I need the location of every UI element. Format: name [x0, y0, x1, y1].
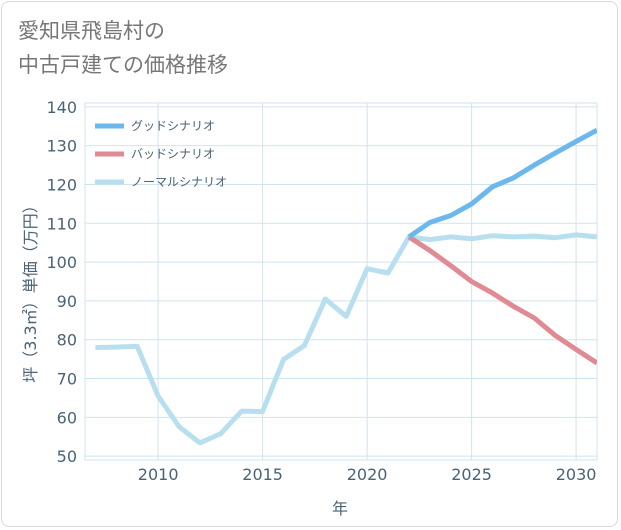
y-tick-label-80: 80	[57, 331, 77, 350]
x-tick-label-2015: 2015	[242, 465, 283, 484]
series-line-0	[407, 127, 597, 239]
y-tick-labels: 50 60 70 80 90 100 110 120 130 140	[46, 98, 77, 466]
y-tick-label-100: 100	[46, 253, 77, 272]
series-lines	[95, 127, 597, 446]
y-tick-label-120: 120	[46, 175, 77, 194]
legend-label-0: グッドシナリオ	[131, 119, 215, 133]
y-tick-label-140: 140	[46, 98, 77, 117]
x-axis-label: 年	[332, 499, 348, 518]
y-tick-label-60: 60	[57, 408, 77, 427]
title-line-2: 中古戸建ての価格推移	[18, 53, 228, 77]
y-tick-label-50: 50	[57, 447, 77, 466]
y-tick-label-90: 90	[57, 292, 77, 311]
x-tick-label-2025: 2025	[451, 465, 492, 484]
series-line-1	[407, 234, 597, 366]
page-title: 愛知県飛島村の 中古戸建ての価格推移	[18, 14, 228, 82]
y-axis-label: 坪（3.3㎡）単価（万円）	[21, 197, 40, 382]
x-tick-labels: 2010 2015 2020 2025 2030	[138, 465, 597, 484]
x-tick-label-2020: 2020	[347, 465, 388, 484]
title-line-1: 愛知県飛島村の	[18, 19, 165, 43]
y-tick-label-70: 70	[57, 370, 77, 389]
legend-label-1: バッドシナリオ	[131, 147, 215, 161]
y-tick-label-110: 110	[46, 214, 77, 233]
x-tick-label-2030: 2030	[556, 465, 597, 484]
plot-frame	[84, 102, 598, 461]
series-line-2	[95, 232, 597, 446]
x-tick-label-2010: 2010	[138, 465, 179, 484]
legend-label-2: ノーマルシナリオ	[131, 175, 227, 189]
y-tick-label-130: 130	[46, 137, 77, 156]
